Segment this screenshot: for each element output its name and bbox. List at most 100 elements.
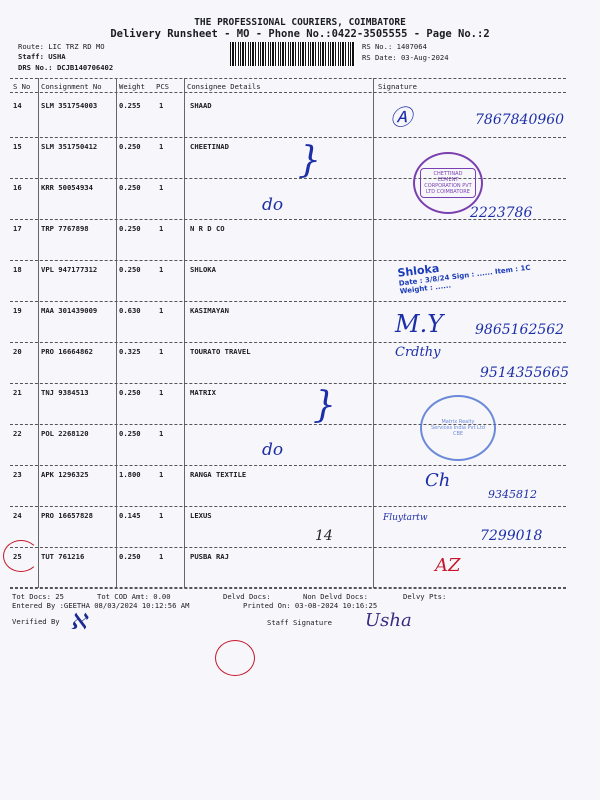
table-row: 19 MAA 301439009 0.630 1 KASIMAYAN bbox=[10, 302, 566, 343]
consignment-cell: VPL 947177312 bbox=[41, 265, 98, 274]
pcs-cell: 1 bbox=[159, 347, 164, 356]
consignment-cell: TNJ 9384513 bbox=[41, 388, 89, 397]
row-divider bbox=[10, 383, 566, 384]
col-pcs: PCS bbox=[156, 82, 169, 91]
row-divider bbox=[10, 342, 566, 343]
row-divider bbox=[10, 260, 566, 261]
column-divider bbox=[373, 78, 374, 588]
handwritten-phone: 2223786 bbox=[470, 205, 533, 221]
rs-date: RS Date: 03-Aug-2024 bbox=[362, 53, 449, 62]
signature-scribble: M.Y bbox=[395, 310, 444, 338]
row-divider bbox=[10, 465, 566, 466]
weight-cell: 0.250 bbox=[119, 429, 141, 438]
row-divider bbox=[10, 301, 566, 302]
ditto-mark: do bbox=[262, 195, 284, 215]
col-weight: Weight bbox=[119, 82, 145, 91]
consignee-cell: CHEETINAD bbox=[190, 142, 229, 151]
table-row: 22 POL 2268120 0.250 1 bbox=[10, 425, 566, 466]
rs-number: RS No.: 1407064 bbox=[362, 42, 427, 51]
weight-cell: 0.250 bbox=[119, 265, 141, 274]
col-consignee: Consignee Details bbox=[187, 82, 261, 91]
handwritten-phone: 9865162562 bbox=[475, 322, 565, 338]
staff-signature-label: Staff Signature bbox=[267, 618, 332, 627]
signature-scribble: Ⓐ bbox=[390, 106, 413, 131]
non-delivered-docs: Non Delvd Docs: bbox=[303, 592, 368, 601]
pcs-cell: 1 bbox=[159, 183, 164, 192]
company-title: THE PROFESSIONAL COURIERS, COIMBATORE bbox=[194, 17, 406, 28]
consignment-cell: TUT 761216 bbox=[41, 552, 85, 561]
pcs-cell: 1 bbox=[159, 388, 164, 397]
row-divider bbox=[10, 547, 566, 548]
row-divider bbox=[10, 506, 566, 507]
sno-cell: 16 bbox=[13, 183, 22, 192]
pcs-cell: 1 bbox=[159, 429, 164, 438]
weight-cell: 0.250 bbox=[119, 552, 141, 561]
weight-cell: 0.630 bbox=[119, 306, 141, 315]
consignee-cell: SHLOKA bbox=[190, 265, 216, 274]
red-circle-mark bbox=[215, 640, 255, 676]
weight-cell: 0.250 bbox=[119, 183, 141, 192]
table-row: 25 TUT 761216 0.250 1 PUSBA RAJ bbox=[10, 548, 566, 589]
sno-cell: 19 bbox=[13, 306, 22, 315]
table-row: 17 TRP 7767898 0.250 1 N R D CO bbox=[10, 220, 566, 261]
column-divider bbox=[184, 78, 185, 588]
brace-mark: } bbox=[313, 385, 336, 426]
verifier-signature: ℵ bbox=[70, 610, 87, 635]
row-divider bbox=[10, 137, 566, 138]
consignment-cell: MAA 301439009 bbox=[41, 306, 98, 315]
handwritten-phone: 7867840960 bbox=[475, 112, 565, 128]
table-row: 23 APK 1296325 1.800 1 RANGA TEXTILE bbox=[10, 466, 566, 507]
consignee-cell: SHAAD bbox=[190, 101, 212, 110]
consignee-cell: MATRIX bbox=[190, 388, 216, 397]
sno-cell: 22 bbox=[13, 429, 22, 438]
table-row: 14 SLM 351754003 0.255 1 SHAAD bbox=[10, 97, 566, 138]
pcs-cell: 1 bbox=[159, 101, 164, 110]
verified-by-label: Verified By bbox=[12, 617, 60, 626]
table-row: 16 KRR 50054934 0.250 1 bbox=[10, 179, 566, 220]
handwritten-phone: 9514355665 bbox=[480, 365, 570, 381]
signature-scribble: Fluytartw bbox=[383, 513, 428, 523]
table-row: 21 TNJ 9384513 0.250 1 MATRIX bbox=[10, 384, 566, 425]
consignee-cell: LEXUS bbox=[190, 511, 212, 520]
row-divider bbox=[10, 219, 566, 220]
staff: Staff: USHA bbox=[18, 52, 66, 61]
consignee-cell: KASIMAYAN bbox=[190, 306, 229, 315]
table-row: 20 PRO 16664862 0.325 1 TOURATO TRAVEL bbox=[10, 343, 566, 384]
weight-cell: 0.325 bbox=[119, 347, 141, 356]
pcs-cell: 1 bbox=[159, 224, 164, 233]
col-signature: Signature bbox=[378, 82, 417, 91]
divider bbox=[10, 78, 566, 79]
barcode bbox=[230, 42, 355, 66]
ditto-mark: do bbox=[262, 440, 284, 460]
pcs-cell: 1 bbox=[159, 306, 164, 315]
delivery-points: Delvy Pts: bbox=[403, 592, 447, 601]
printed-on: Printed On: 03-08-2024 10:16:25 bbox=[243, 601, 378, 610]
table-row: 18 VPL 947177312 0.250 1 SHLOKA bbox=[10, 261, 566, 302]
consignee-cell: PUSBA RAJ bbox=[190, 552, 229, 561]
col-sno: S No bbox=[13, 82, 31, 91]
row-divider bbox=[10, 588, 566, 589]
pcs-cell: 1 bbox=[159, 511, 164, 520]
brace-mark: } bbox=[298, 140, 321, 181]
consignment-cell: PRO 16664862 bbox=[41, 347, 93, 356]
total-cod: Tot COD Amt: 0.00 bbox=[97, 592, 171, 601]
pcs-cell: 1 bbox=[159, 142, 164, 151]
weight-cell: 0.250 bbox=[119, 388, 141, 397]
consignee-cell: TOURATO TRAVEL bbox=[190, 347, 251, 356]
company-stamp: CHETTINAD CEMENT CORPORATION PVT LTD COI… bbox=[413, 152, 483, 214]
weight-cell: 1.800 bbox=[119, 470, 141, 479]
route: Route: LIC TRZ RD MO bbox=[18, 42, 105, 51]
sno-cell: 14 bbox=[13, 101, 22, 110]
pcs-cell: 1 bbox=[159, 552, 164, 561]
divider bbox=[10, 92, 566, 93]
sno-cell: 23 bbox=[13, 470, 22, 479]
signature-scribble: Crdthy bbox=[395, 345, 441, 360]
staff-signature: Usha bbox=[365, 610, 412, 631]
red-circle-mark bbox=[3, 540, 39, 572]
handwritten-number: 14 bbox=[315, 528, 333, 544]
column-divider bbox=[116, 78, 117, 588]
sno-cell: 20 bbox=[13, 347, 22, 356]
column-divider bbox=[38, 78, 39, 588]
consignee-cell: N R D CO bbox=[190, 224, 225, 233]
col-consignment: Consignment No bbox=[41, 82, 102, 91]
